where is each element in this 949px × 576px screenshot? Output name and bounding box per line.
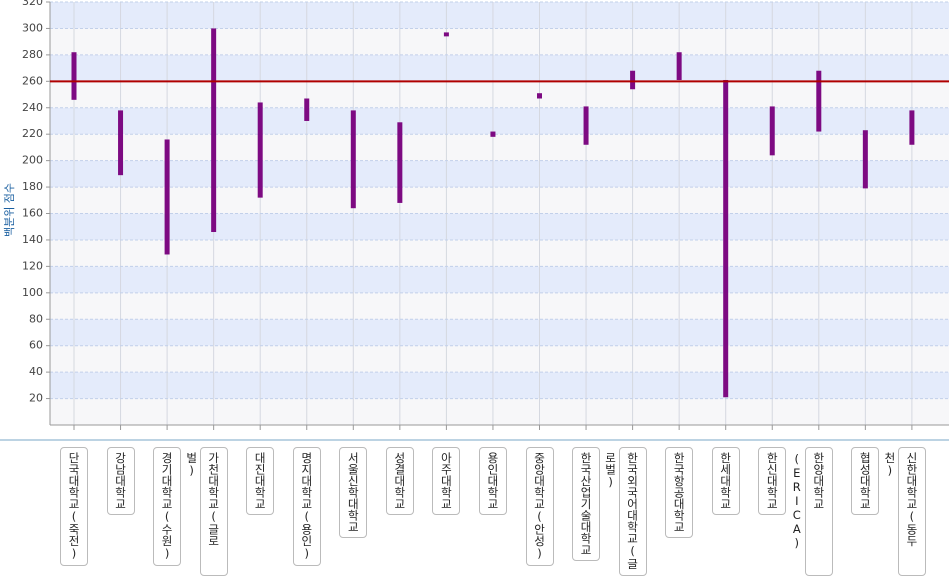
- y-tick-label: 200: [22, 154, 43, 167]
- range-bar: [723, 79, 729, 398]
- plot-band: [50, 81, 949, 108]
- plot-band: [50, 266, 949, 293]
- range-bar: [397, 122, 403, 203]
- x-tick-label: 가천대학교(글로벌): [185, 447, 228, 576]
- y-tick-label: 240: [22, 101, 43, 114]
- x-tick-label: 중앙대학교(안성): [525, 447, 554, 566]
- y-tick-label: 80: [29, 312, 43, 325]
- plot-band: [50, 319, 949, 346]
- plot-band: [50, 2, 949, 29]
- range-bar: [630, 70, 636, 90]
- range-bar: [676, 52, 682, 80]
- y-tick-label: 300: [22, 21, 43, 34]
- x-tick-label: 협성대학교: [851, 447, 880, 515]
- range-bar: [537, 93, 542, 99]
- range-bar: [909, 110, 915, 145]
- range-bar: [583, 106, 589, 145]
- range-bar: [490, 131, 496, 137]
- range-bar: [164, 139, 170, 255]
- y-tick-label: 40: [29, 365, 43, 378]
- plot-band: [50, 239, 949, 267]
- y-tick-label: 320: [22, 0, 43, 8]
- x-tick-label: 한신대학교: [758, 447, 787, 515]
- range-bar: [443, 32, 449, 37]
- y-tick-label: 260: [22, 74, 43, 87]
- plot-band: [50, 345, 949, 373]
- range-bar: [350, 110, 356, 209]
- y-tick-label: 140: [22, 233, 43, 246]
- x-tick-label: 강남대학교: [106, 447, 135, 515]
- plot-band: [50, 398, 949, 425]
- y-tick-label: 120: [22, 259, 43, 272]
- x-tick-label: 성결대학교: [385, 447, 414, 515]
- range-bar: [304, 98, 310, 121]
- plot-band: [50, 28, 949, 55]
- range-bar: [862, 130, 868, 189]
- y-tick-label: 180: [22, 180, 43, 193]
- plot-band: [50, 213, 949, 240]
- y-tick-label: 20: [29, 392, 43, 405]
- x-tick-label: 한국외국어대학교(글로벌): [604, 447, 647, 576]
- x-tick-label: 용인대학교: [478, 447, 507, 515]
- plot-band: [50, 372, 949, 399]
- x-tick-label: 한양대학교(ERICA): [790, 447, 833, 576]
- y-tick-label: 160: [22, 207, 43, 220]
- y-axis-label: 백분위 점수: [3, 183, 16, 237]
- y-tick-label: 280: [22, 48, 43, 61]
- range-bar: [769, 106, 775, 156]
- x-tick-label: 서울신학대학교: [339, 447, 368, 538]
- range-bar: [257, 102, 263, 198]
- range-bar: [118, 110, 124, 176]
- y-tick-label: 60: [29, 339, 43, 352]
- plot-band: [50, 107, 949, 135]
- x-tick-label: 아주대학교: [432, 447, 461, 515]
- x-tick-label: 한국항공대학교: [665, 447, 694, 538]
- plot-band: [50, 160, 949, 188]
- y-tick-label: 100: [22, 286, 43, 299]
- range-bar: [211, 28, 217, 233]
- x-tick-label: 경기대학교(수원): [153, 447, 182, 566]
- x-tick-label: 대진대학교: [246, 447, 275, 515]
- plot-band: [50, 292, 949, 320]
- range-bar: [816, 70, 822, 132]
- y-tick-label: 220: [22, 127, 43, 140]
- plot-band: [50, 54, 949, 82]
- x-tick-label: 명지대학교(용인): [292, 447, 321, 566]
- x-tick-label: 단국대학교(죽전): [60, 447, 88, 566]
- plot-band: [50, 134, 949, 161]
- x-tick-label: 한국산업기술대학교: [572, 447, 601, 561]
- range-bar: [71, 52, 77, 100]
- plot-band: [50, 187, 949, 214]
- x-tick-label: 신한대학교(동두천): [883, 447, 926, 576]
- x-tick-label: 한세대학교: [711, 447, 740, 515]
